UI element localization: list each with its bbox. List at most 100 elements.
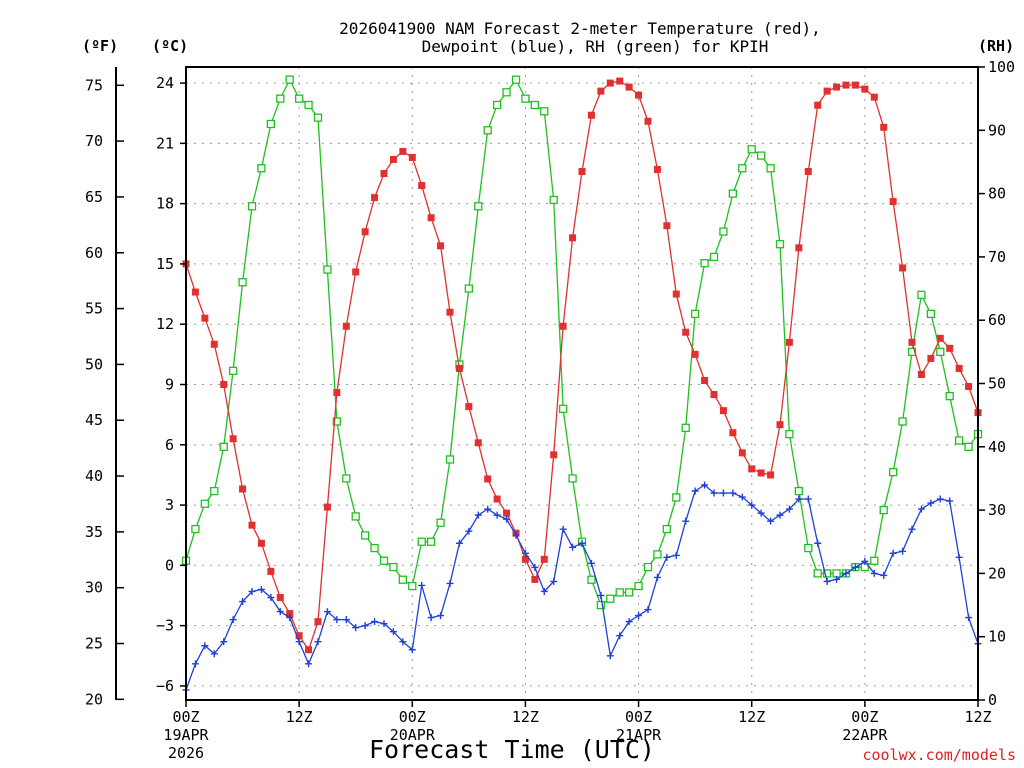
rh-point <box>219 442 228 451</box>
dewpoint-point <box>455 539 463 547</box>
temperature-point <box>738 449 746 457</box>
rh-tick-label: 20 <box>988 564 1006 582</box>
temperature-point <box>804 167 812 175</box>
dewpoint-point <box>597 592 605 600</box>
celsius-tick-label: 15 <box>156 255 174 273</box>
dewpoint-point <box>767 517 775 525</box>
temperature-point <box>653 165 661 173</box>
dewpoint-point <box>625 618 633 626</box>
dewpoint-point <box>323 608 331 616</box>
rh-point <box>360 531 370 540</box>
celsius-tick-label: 6 <box>165 436 174 454</box>
rh-tick-label: 90 <box>988 121 1006 139</box>
fahrenheit-tick-label: 55 <box>85 300 103 318</box>
dewpoint-point <box>917 505 925 513</box>
temperature-point <box>606 79 614 87</box>
rh-point <box>822 569 832 578</box>
dewpoint-point <box>738 493 746 501</box>
temperature-point <box>493 495 501 503</box>
rh-point <box>813 569 822 578</box>
rh-point <box>681 423 690 432</box>
dewpoint-point <box>484 505 492 513</box>
dewpoint-point <box>606 652 614 660</box>
dewpoint-point <box>757 509 765 517</box>
rh-point <box>690 309 700 319</box>
temperature-point <box>389 155 397 163</box>
temperature-point <box>257 539 265 547</box>
temperature-point <box>371 194 379 202</box>
temperature-point <box>795 244 803 252</box>
temperature-point <box>201 314 209 322</box>
rh-point <box>568 474 577 483</box>
temperature-point <box>531 575 539 583</box>
dewpoint-point <box>842 569 850 577</box>
time-tick-label: 00Z <box>172 708 199 726</box>
year-label: 2026 <box>168 744 204 762</box>
dewpoint-series <box>182 481 982 694</box>
dewpoint-point <box>333 616 341 624</box>
temperature-point <box>701 376 709 384</box>
rh-point <box>304 100 313 110</box>
dewpoint-point <box>729 489 737 497</box>
dewpoint-point <box>785 505 793 513</box>
temperature-point <box>729 429 737 437</box>
dewpoint-point <box>521 549 529 557</box>
fahrenheit-tick-label: 45 <box>85 411 103 429</box>
dewpoint-point <box>220 638 228 646</box>
rh-point <box>408 581 417 591</box>
temperature-point <box>899 264 907 272</box>
dewpoint-point <box>691 487 699 495</box>
fahrenheit-tick-label: 35 <box>85 523 103 541</box>
rh-point <box>417 537 426 546</box>
fahrenheit-unit-label: (ºF) <box>82 37 118 55</box>
temperature-point <box>474 439 482 447</box>
rh-point <box>794 486 804 496</box>
rh-tick-label: 30 <box>988 501 1006 519</box>
date-label: 22APR <box>842 726 888 744</box>
dewpoint-point <box>408 646 416 654</box>
dewpoint-point <box>814 539 822 547</box>
series-layer <box>181 75 983 694</box>
temperature-point <box>663 222 671 230</box>
date-label: 21APR <box>616 726 662 744</box>
fahrenheit-tick-label: 25 <box>85 635 103 653</box>
temperature-point <box>776 421 784 429</box>
dewpoint-point <box>229 616 237 624</box>
dewpoint-point <box>474 511 482 519</box>
rh-point <box>313 113 323 122</box>
temperature-point <box>484 475 492 483</box>
rh-point <box>558 404 568 413</box>
rh-unit-label: (RH) <box>978 37 1014 55</box>
rh-point <box>200 499 210 508</box>
rh-point <box>521 94 530 103</box>
temperature-point <box>503 509 511 517</box>
celsius-tick-label: −3 <box>156 617 174 635</box>
dewpoint-point <box>701 481 709 489</box>
dewpoint-point <box>257 585 265 593</box>
rh-point <box>643 562 653 572</box>
dewpoint-point <box>559 525 567 533</box>
temperature-point <box>861 85 869 93</box>
rh-tick-label: 70 <box>988 248 1006 266</box>
rh-tick-label: 10 <box>988 628 1006 646</box>
temperature-point <box>814 101 822 109</box>
temperature-point <box>635 91 643 99</box>
dewpoint-point <box>503 515 511 523</box>
dewpoint-point <box>569 543 577 551</box>
dewpoint-point <box>305 660 313 668</box>
rh-point <box>370 543 379 553</box>
temperature-point <box>220 381 228 389</box>
rh-point <box>483 126 492 135</box>
rh-point <box>672 493 681 502</box>
axes: −6 −3 0 3 6 9 12 15 18 21 24 20 25 30 35 40 45 50 55 60 65 70… <box>85 58 1015 762</box>
rh-point <box>662 524 672 534</box>
dewpoint-point <box>946 497 954 505</box>
temperature-point <box>682 328 690 336</box>
rh-point <box>540 107 549 116</box>
rh-point <box>596 600 606 610</box>
temperature-point <box>597 87 605 95</box>
dewpoint-point <box>427 614 435 622</box>
temperature-point <box>295 632 303 640</box>
temperature-point <box>540 555 548 563</box>
temperature-point <box>672 290 680 298</box>
